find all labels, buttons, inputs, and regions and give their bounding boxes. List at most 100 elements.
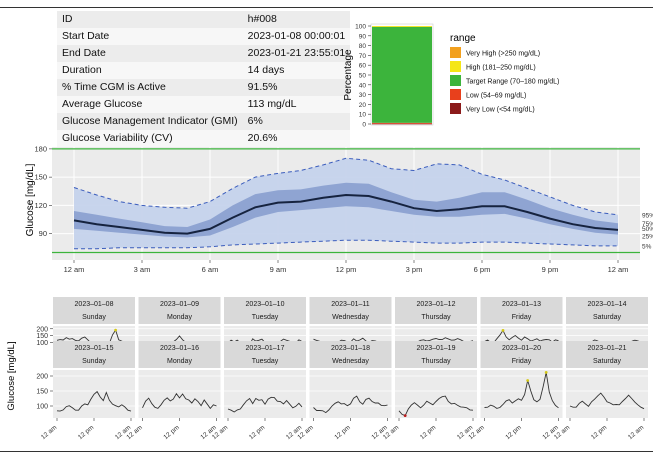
stat-value: h#008	[242, 11, 351, 28]
day-x-tick-label: 12 pm	[419, 424, 437, 441]
stat-label: % Time CGM is Active	[57, 79, 243, 96]
day-weekday-label: Tuesday	[252, 358, 279, 365]
agp-x-tick-label: 3 am	[134, 265, 151, 274]
day-x-tick-label: 12 pm	[248, 424, 266, 441]
stat-label: End Date	[57, 45, 243, 62]
day-strip-header	[309, 341, 392, 368]
stats-row: Start Date 2023-01-08 00:00:01	[57, 28, 351, 45]
day-date-label: 2023–01–14	[588, 301, 627, 308]
day-strip-header	[53, 297, 135, 324]
day-x-tick-label: 12 pm	[77, 424, 95, 441]
day-excursion-marker	[544, 371, 548, 374]
day-plot-panel	[309, 370, 392, 418]
agp-percentile-label: 95%	[642, 212, 653, 219]
stats-row: Glucose Variability (CV) 20.6%	[57, 130, 351, 147]
day-y-tick-label: 100	[36, 404, 48, 411]
stats-row: Duration 14 days	[57, 62, 351, 79]
day-glucose-line	[569, 392, 645, 410]
stat-value: 91.5%	[242, 79, 351, 96]
day-x-tick-label: 12 pm	[590, 424, 608, 441]
range-y-tick-label: 40	[359, 82, 367, 89]
stat-label: Glucose Management Indicator (GMI)	[57, 113, 243, 130]
agp-x-tick-label: 9 pm	[542, 265, 559, 274]
day-y-tick-label: 150	[36, 389, 48, 396]
agp-x-tick-label: 6 am	[202, 265, 219, 274]
stat-value: 14 days	[242, 62, 351, 79]
day-date-label: 2023–01–08	[75, 301, 114, 308]
stat-label: Average Glucose	[57, 96, 243, 113]
day-strip-header	[309, 297, 392, 324]
range-y-tick-label: 0	[362, 122, 366, 129]
range-legend-swatch	[450, 75, 461, 86]
agp-y-tick-label: 120	[34, 201, 47, 210]
top-rule	[0, 7, 653, 8]
range-y-axis: 0 10 20 30 40 50 60 70 80 90 100	[355, 24, 371, 129]
agp-band-25-75	[74, 182, 618, 238]
day-x-tick-label: 12 am	[40, 424, 58, 441]
range-y-tick-label: 70	[359, 53, 367, 60]
day-weekday-label: Thursday	[421, 358, 451, 365]
day-x-tick-label: 12 am	[627, 424, 645, 441]
day-excursion-marker	[526, 379, 530, 382]
stats-row: % Time CGM is Active 91.5%	[57, 79, 351, 96]
agp-percentile-label: 25%	[642, 234, 653, 241]
day-date-label: 2023–01–10	[246, 301, 285, 308]
agp-y-tick-label: 180	[34, 144, 47, 153]
day-strip-header	[566, 297, 648, 324]
agp-bands	[52, 148, 640, 254]
range-y-tick-label: 50	[359, 73, 367, 80]
day-x-tick-label: 12 pm	[162, 424, 180, 441]
agp-percentile-label: 75%	[642, 221, 653, 228]
range-legend-swatch	[450, 47, 461, 58]
stat-label: Glucose Variability (CV)	[57, 130, 243, 147]
agp-x-tick-label: 6 pm	[474, 265, 491, 274]
day-weekday-label: Sunday	[82, 358, 106, 365]
day-strip-header	[224, 341, 306, 368]
range-legend-label: Low (54–69 mg/dL)	[466, 93, 526, 100]
day-strip-header	[395, 297, 477, 324]
day-weekday-label: Saturday	[593, 358, 622, 365]
day-glucose-line	[227, 396, 303, 413]
range-legend-label: Very Low (<54 mg/dL)	[466, 107, 535, 114]
agp-x-tick-label: 12 am	[608, 265, 629, 274]
agp-median-line	[73, 193, 619, 235]
range-bar-segment	[372, 123, 432, 125]
stats-row: Average Glucose 113 mg/dL	[57, 96, 351, 113]
stat-value: 20.6%	[242, 130, 351, 147]
stats-body: ID h#008 Start Date 2023-01-08 00:00:01 End …	[57, 11, 351, 147]
range-legend-swatch	[450, 89, 461, 100]
day-date-label: 2023–01–09	[160, 301, 199, 308]
range-y-tick-label: 10	[359, 112, 367, 119]
stat-value: 6%	[242, 113, 351, 130]
day-weekday-label: Monday	[167, 358, 192, 365]
day-date-label: 2023–01–15	[75, 345, 114, 352]
day-excursion-marker	[403, 414, 407, 417]
agp-axes: 90 120 150 180 12 am 3 am 6 am 9 am 12 pm 3 pm 6 p…	[34, 144, 653, 274]
day-y-tick-label: 150	[36, 333, 48, 340]
range-y-tick-label: 90	[359, 33, 367, 40]
day-y-tick-label: 200	[36, 374, 48, 381]
daily-panels: 2023–01–08 Sunday 100 150 200 2023–01–09 Monda…	[36, 297, 648, 441]
stat-label: ID	[57, 11, 243, 28]
day-plot-panel	[395, 370, 477, 418]
day-weekday-label: Wednesday	[332, 314, 369, 321]
day-strip-header	[480, 341, 563, 368]
stat-value: 2023-01-21 23:55:01	[242, 45, 351, 62]
stat-label: Start Date	[57, 28, 243, 45]
range-y-tick-label: 80	[359, 43, 367, 50]
range-legend-label: Very High (>250 mg/dL)	[466, 51, 540, 58]
agp-y-tick-label: 90	[39, 229, 47, 238]
day-plot-panel	[480, 370, 563, 418]
day-date-label: 2023–01–17	[246, 345, 285, 352]
agp-p95-line	[73, 157, 619, 216]
stat-value: 113 mg/dL	[242, 96, 351, 113]
day-excursion-marker	[114, 328, 117, 332]
day-strip-header	[224, 297, 306, 324]
day-strip-header	[53, 341, 135, 368]
agp-x-tick-label: 3 pm	[406, 265, 423, 274]
day-glucose-line	[313, 395, 388, 414]
range-legend-label: High (181–250 mg/dL)	[466, 65, 536, 72]
